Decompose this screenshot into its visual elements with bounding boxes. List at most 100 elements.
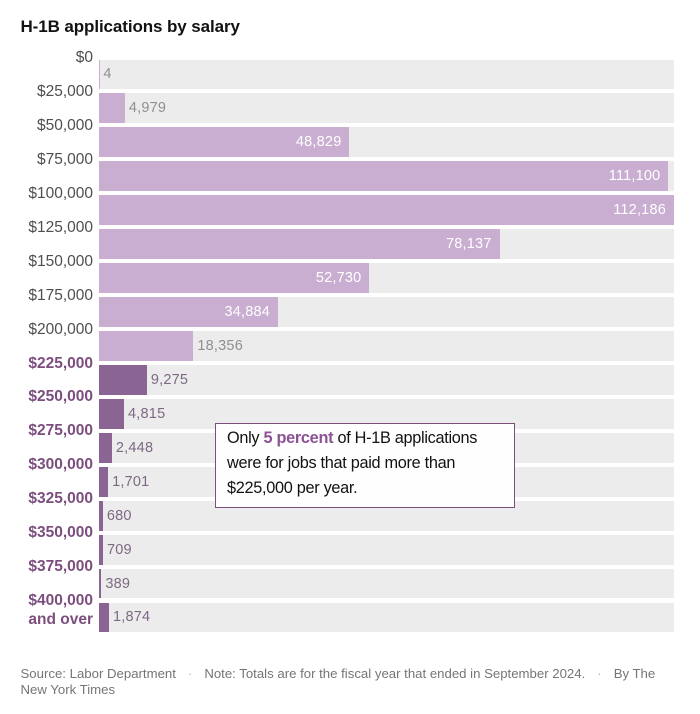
chart-row: 4,979	[99, 93, 674, 124]
value-label: 18,356	[197, 337, 243, 354]
y-tick-line: $250,000	[28, 388, 93, 406]
bar	[99, 466, 109, 497]
annotation-text: of H-1B applications	[333, 428, 478, 447]
y-tick-label: $325,000	[0, 489, 93, 508]
chart-row: 34,884	[99, 297, 674, 327]
note-text: Note: Totals are for the fiscal year tha…	[204, 666, 586, 681]
byline-text: By The New York Times	[20, 666, 656, 697]
y-tick-line: $275,000	[28, 422, 93, 440]
y-tick-line: $350,000	[28, 524, 93, 542]
value-label: 709	[107, 541, 132, 558]
chart-footer: Source: Labor Department · Note: Totals ar…	[21, 666, 671, 698]
value-label: 680	[106, 507, 132, 524]
y-tick-label: $200,000	[0, 320, 93, 339]
bar	[99, 500, 103, 531]
y-tick-label: $50,000	[0, 116, 93, 135]
bar	[99, 331, 194, 361]
y-tick-label: $250,000	[0, 387, 93, 406]
y-tick-line: $325,000	[28, 490, 93, 508]
chart-row: 111,100	[99, 161, 674, 192]
y-tick-label: $400,000 and over	[0, 591, 93, 629]
bar	[99, 195, 674, 226]
y-tick-label: $300,000	[0, 455, 93, 474]
bar-chart: $0 $25,000 $50,000 $75,000 $100,000 $125,000 $…	[0, 49, 700, 637]
annotation-line: $225,000 per year.	[227, 476, 503, 501]
value-label: 1,874	[112, 609, 151, 626]
y-tick-line: $200,000	[28, 320, 93, 338]
bar	[99, 602, 109, 633]
bar	[99, 297, 279, 327]
bar	[99, 568, 102, 599]
bar	[99, 398, 125, 429]
y-tick-label: $125,000	[0, 218, 93, 237]
y-tick-line: $75,000	[36, 150, 93, 168]
y-tick-line: $300,000	[28, 456, 93, 474]
y-tick-line: $0	[75, 48, 93, 66]
bar-rows: 4 4,979 48,829 111,100 112,186 78,137 52,730 34…	[99, 59, 674, 637]
chart-title: H-1B applications by salary	[20, 17, 240, 36]
value-label: 52,730	[315, 270, 362, 287]
value-label: 2,448	[115, 439, 154, 456]
annotation-line: were for jobs that paid more than	[227, 451, 503, 476]
y-tick-label: $350,000	[0, 523, 93, 542]
y-tick-line: $400,000	[28, 592, 93, 610]
chart-row: 1,874	[99, 602, 674, 633]
y-tick-line: $125,000	[28, 218, 93, 236]
chart-row: 52,730	[99, 263, 674, 294]
bar	[99, 229, 500, 260]
bar	[99, 127, 350, 158]
bar	[99, 93, 125, 124]
y-tick-line: $25,000	[36, 82, 93, 100]
value-label: 4,815	[128, 405, 166, 422]
y-tick-label: $25,000	[0, 82, 93, 101]
y-tick-label: $150,000	[0, 252, 93, 271]
y-tick-line: $375,000	[28, 558, 93, 576]
annotation-text: $225,000 per year.	[227, 478, 358, 497]
bar	[99, 432, 112, 463]
chart-row: 48,829	[99, 127, 674, 158]
y-tick-label: $375,000	[0, 557, 93, 576]
chart-row: 78,137	[99, 229, 674, 260]
y-tick-label: $275,000	[0, 421, 93, 440]
value-label: 34,884	[224, 304, 271, 320]
y-tick-line: $100,000	[28, 184, 93, 202]
annotation-highlight: 5 percent	[263, 428, 334, 447]
value-label: 48,829	[295, 134, 342, 151]
annotation-text: were for jobs that paid more than	[227, 453, 456, 472]
y-tick-label: $100,000	[0, 184, 93, 203]
y-tick-label: $175,000	[0, 286, 93, 305]
chart-row: 709	[99, 534, 674, 565]
value-label: 78,137	[446, 236, 492, 253]
chart-row: 389	[99, 568, 674, 599]
value-label: 112,186	[613, 202, 666, 219]
y-tick-line: $225,000	[28, 354, 93, 372]
chart-row: 112,186	[99, 195, 674, 226]
value-label: 9,275	[150, 371, 189, 388]
bar	[99, 364, 147, 395]
y-tick-label: $225,000	[0, 354, 93, 373]
bar	[99, 534, 104, 565]
separator-dot: ·	[597, 666, 602, 681]
bar	[99, 59, 100, 90]
bar	[99, 161, 669, 192]
value-label: 4	[103, 66, 112, 83]
annotation-box: Only 5 percent of H-1B applications were …	[215, 422, 515, 508]
value-label: 389	[105, 575, 131, 592]
chart-row: 18,356	[99, 331, 674, 361]
y-tick-label: $0	[0, 48, 93, 67]
value-label: 1,701	[112, 473, 150, 490]
y-tick-label: $75,000	[0, 150, 93, 169]
separator-dot: ·	[187, 666, 193, 681]
bar	[99, 263, 370, 294]
value-label: 111,100	[608, 168, 661, 185]
annotation-text: Only	[227, 428, 264, 447]
y-tick-line: and over	[28, 611, 93, 629]
annotation-line: Only 5 percent of H-1B applications	[227, 426, 503, 451]
y-tick-line: $50,000	[36, 116, 93, 134]
chart-row: 4	[99, 59, 674, 90]
source-text: Source: Labor Department	[20, 666, 176, 681]
y-tick-line: $175,000	[28, 286, 93, 304]
chart-row: 9,275	[99, 364, 674, 395]
value-label: 4,979	[128, 100, 167, 117]
